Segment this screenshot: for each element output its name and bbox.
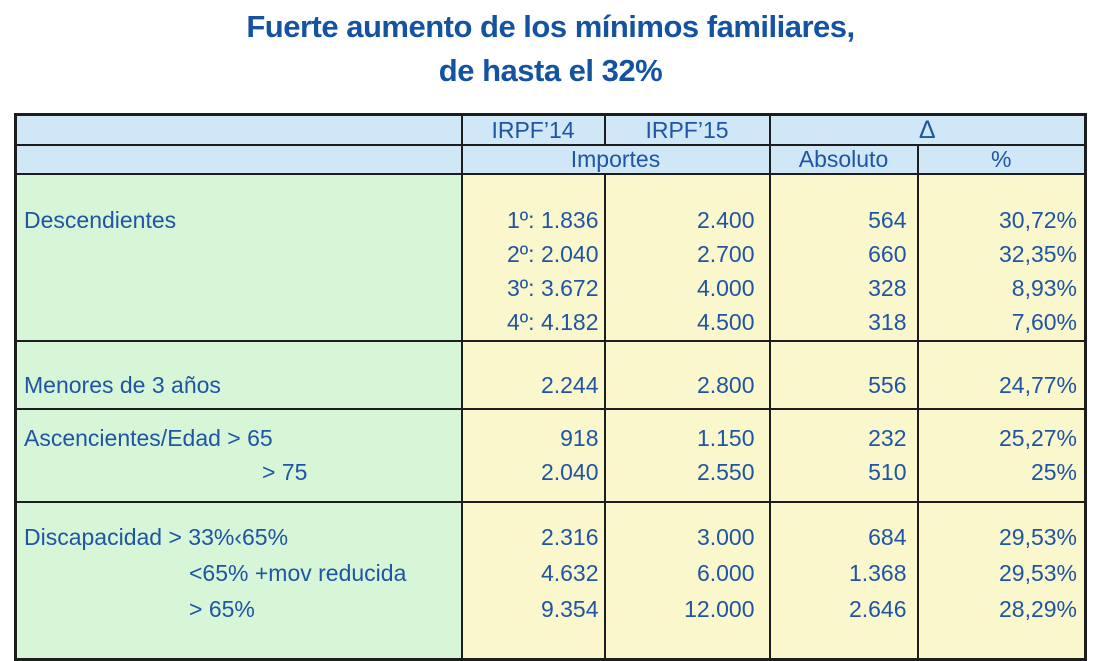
- value-line: 1.150: [696, 425, 755, 451]
- value-line: 25,27%: [999, 425, 1078, 451]
- section-menores-3-anos: Menores de 3 años 2.244 2.800 556 24,77%: [14, 340, 1087, 410]
- irpf15-cell: 2.400 2.700 4.000 4.500: [603, 173, 771, 342]
- value-line: 1º: 1.836: [506, 207, 599, 233]
- value-line: 30,72%: [999, 207, 1078, 233]
- header-pct-cell: %: [916, 144, 1087, 175]
- value-line: 8,93%: [1011, 275, 1078, 301]
- value-line: 1.368: [848, 560, 907, 586]
- value-line: 2.700: [696, 241, 755, 267]
- delta-abs-cell: 684 1.368 2.646: [768, 501, 919, 660]
- value-line: 7,60%: [1011, 309, 1078, 335]
- irpf14-cell: 2.316 4.632 9.354: [460, 501, 606, 660]
- value-line: 2.800: [696, 372, 755, 398]
- section-label-cell: Discapacidad > 33%‹65% <65% +mov reducid…: [14, 501, 463, 660]
- value-line: 29,53%: [999, 524, 1078, 550]
- value-line: 684: [868, 524, 907, 550]
- section-discapacidad: Discapacidad > 33%‹65% <65% +mov reducid…: [14, 501, 1087, 660]
- section-label-cell: Menores de 3 años: [14, 340, 463, 410]
- value-line: 24,77%: [999, 372, 1078, 398]
- value-line: 318: [868, 309, 907, 335]
- section-label-line: <65% +mov reducida: [189, 560, 407, 586]
- value-line: 12.000: [684, 596, 755, 622]
- irpf14-cell: 2.244: [460, 340, 606, 410]
- header-importes-cell: Importes: [460, 144, 771, 175]
- section-descendientes: Descendientes 1º: 1.836 2º: 2.040 3º: 3.…: [14, 173, 1087, 342]
- delta-pct-cell: 29,53% 29,53% 28,29%: [916, 501, 1087, 660]
- value-line: 3º: 3.672: [506, 275, 599, 301]
- value-line: 25%: [1030, 459, 1078, 485]
- value-line: 232: [868, 425, 907, 451]
- value-line: 510: [868, 459, 907, 485]
- minimos-familiares-table: IRPF’14 IRPF’15 Δ Importes Absoluto % De…: [14, 113, 1088, 661]
- value-line: 32,35%: [999, 241, 1078, 267]
- delta-abs-cell: 564 660 328 318: [768, 173, 919, 342]
- value-line: 6.000: [696, 560, 755, 586]
- value-line: 4.500: [696, 309, 755, 335]
- section-label-line: Menores de 3 años: [24, 372, 221, 398]
- irpf15-cell: 3.000 6.000 12.000: [603, 501, 771, 660]
- value-line: 2.550: [696, 459, 755, 485]
- value-line: 4º: 4.182: [506, 309, 599, 335]
- section-ascencientes-edad: Ascencientes/Edad > 65 > 75 918 2.040 1.…: [14, 408, 1087, 503]
- value-line: 9.354: [540, 596, 599, 622]
- delta-pct-cell: 25,27% 25%: [916, 408, 1087, 503]
- header-irpf14-cell: IRPF’14: [460, 113, 606, 146]
- irpf15-cell: 1.150 2.550: [603, 408, 771, 503]
- value-line: 2º: 2.040: [506, 241, 599, 267]
- header-empty-cell: [14, 113, 463, 146]
- section-label-cell: Ascencientes/Edad > 65 > 75: [14, 408, 463, 503]
- value-line: 2.400: [696, 207, 755, 233]
- irpf15-cell: 2.800: [603, 340, 771, 410]
- header-row-years: IRPF’14 IRPF’15 Δ: [14, 113, 1087, 146]
- irpf14-cell: 1º: 1.836 2º: 2.040 3º: 3.672 4º: 4.182: [460, 173, 606, 342]
- value-line: 2.040: [540, 459, 599, 485]
- section-label-line: Ascencientes/Edad > 65: [24, 425, 273, 451]
- section-label-cell: Descendientes: [14, 173, 463, 342]
- value-line: 556: [868, 372, 907, 398]
- value-line: 564: [868, 207, 907, 233]
- value-line: 4.000: [696, 275, 755, 301]
- header-irpf15-cell: IRPF’15: [603, 113, 771, 146]
- title-line-2: de hasta el 32%: [438, 53, 663, 88]
- page-title: Fuerte aumento de los mínimos familiares…: [0, 0, 1101, 93]
- title-line-1: Fuerte aumento de los mínimos familiares…: [246, 9, 855, 44]
- header-empty-cell-2: [14, 144, 463, 175]
- value-line: 2.316: [540, 524, 599, 550]
- header-row-measures: Importes Absoluto %: [14, 144, 1087, 175]
- value-line: 328: [868, 275, 907, 301]
- value-line: 28,29%: [999, 596, 1078, 622]
- section-label-line: > 75: [262, 459, 308, 485]
- delta-pct-cell: 30,72% 32,35% 8,93% 7,60%: [916, 173, 1087, 342]
- value-line: 29,53%: [999, 560, 1078, 586]
- section-label-line: > 65%: [189, 596, 255, 622]
- delta-abs-cell: 556: [768, 340, 919, 410]
- irpf14-cell: 918 2.040: [460, 408, 606, 503]
- header-delta-cell: Δ: [768, 113, 1087, 146]
- value-line: 4.632: [540, 560, 599, 586]
- value-line: 2.646: [848, 596, 907, 622]
- delta-abs-cell: 232 510: [768, 408, 919, 503]
- value-line: 660: [868, 241, 907, 267]
- header-absoluto-cell: Absoluto: [768, 144, 919, 175]
- section-label-line: Discapacidad > 33%‹65%: [24, 524, 289, 550]
- value-line: 2.244: [540, 372, 599, 398]
- section-label-line: Descendientes: [24, 207, 177, 233]
- value-line: 3.000: [696, 524, 755, 550]
- value-line: 918: [560, 425, 599, 451]
- delta-pct-cell: 24,77%: [916, 340, 1087, 410]
